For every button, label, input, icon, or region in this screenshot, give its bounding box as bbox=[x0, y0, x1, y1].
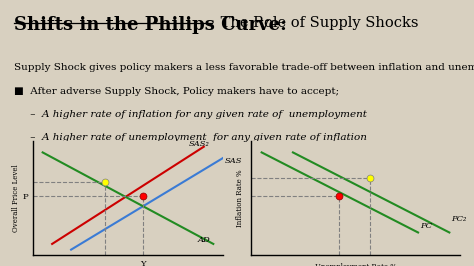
Text: Shifts in the Philips Curve:: Shifts in the Philips Curve: bbox=[14, 16, 287, 34]
Y-axis label: Overall Price Level: Overall Price Level bbox=[12, 164, 20, 232]
Text: –  A higher rate of inflation for any given rate of  unemployment: – A higher rate of inflation for any giv… bbox=[14, 110, 367, 119]
Text: The Role of Supply Shocks: The Role of Supply Shocks bbox=[216, 16, 418, 30]
Text: PC₂: PC₂ bbox=[451, 215, 467, 223]
Text: SAS₂: SAS₂ bbox=[189, 140, 210, 148]
Text: Supply Shock gives policy makers a less favorable trade-off between inflation an: Supply Shock gives policy makers a less … bbox=[14, 63, 474, 72]
Text: PC: PC bbox=[420, 222, 432, 230]
Text: –  A higher rate of unemployment  for any given rate of inflation: – A higher rate of unemployment for any … bbox=[14, 133, 367, 142]
Text: AD: AD bbox=[198, 236, 211, 244]
Text: SAS: SAS bbox=[225, 157, 242, 165]
Y-axis label: Inflation Rate %: Inflation Rate % bbox=[236, 169, 244, 227]
X-axis label: Unemployment Rate %: Unemployment Rate % bbox=[315, 263, 396, 266]
Text: ■  After adverse Supply Shock, Policy makers have to accept;: ■ After adverse Supply Shock, Policy mak… bbox=[14, 87, 339, 95]
